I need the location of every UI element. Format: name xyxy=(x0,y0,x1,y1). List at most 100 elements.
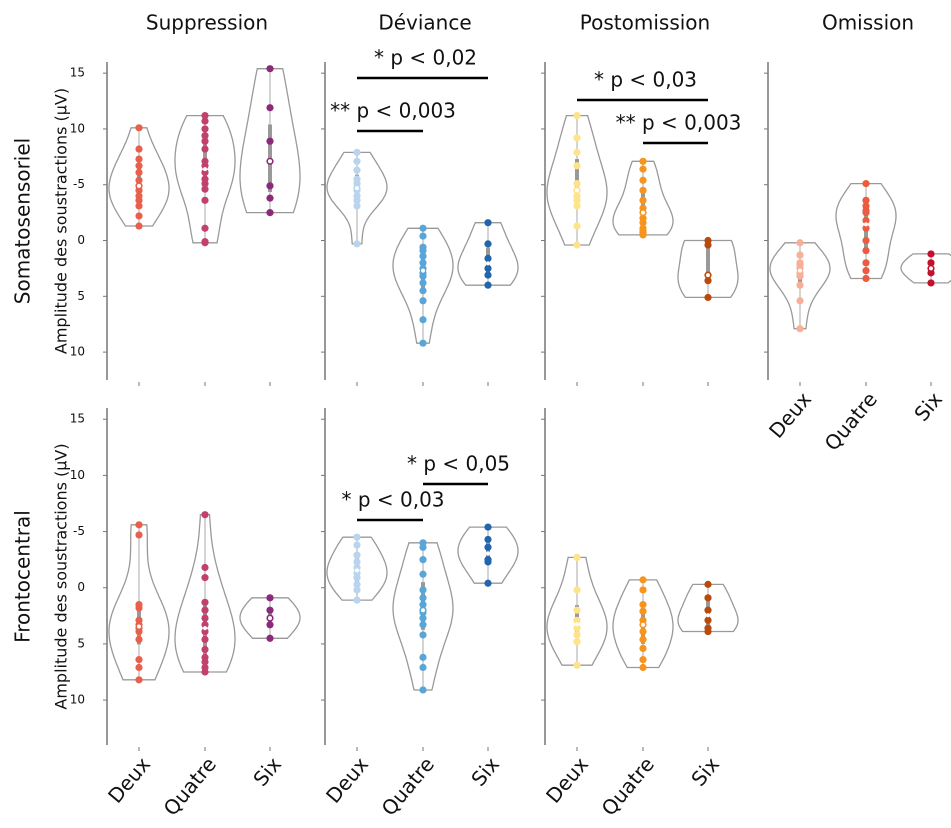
data-point xyxy=(201,137,209,145)
x-tick-label: Quatre xyxy=(159,752,221,820)
y-tick-label: -5 xyxy=(73,524,85,538)
data-point xyxy=(419,614,427,622)
data-point xyxy=(639,231,647,239)
data-point xyxy=(419,316,427,324)
median xyxy=(421,608,425,613)
data-point xyxy=(266,182,274,190)
violin xyxy=(612,160,674,236)
violin xyxy=(326,536,388,601)
data-point xyxy=(266,209,274,217)
significance-label: * p < 0,03 xyxy=(594,68,697,92)
median xyxy=(137,624,141,629)
data-point xyxy=(484,264,492,273)
data-point xyxy=(266,621,274,629)
data-point xyxy=(639,663,647,672)
data-point xyxy=(704,606,712,614)
data-point xyxy=(266,194,274,202)
data-point xyxy=(862,274,870,283)
violin xyxy=(239,68,301,214)
data-point xyxy=(862,224,870,232)
data-point xyxy=(639,644,647,652)
data-point xyxy=(573,586,581,594)
data-point xyxy=(135,168,143,177)
x-tick-label: Six xyxy=(909,387,947,426)
data-point xyxy=(484,558,492,566)
data-point xyxy=(201,196,209,204)
data-point xyxy=(353,574,361,582)
y-tick-label: 0 xyxy=(77,580,85,594)
column-title: Déviance xyxy=(378,11,471,35)
data-point xyxy=(573,624,581,632)
data-point xyxy=(796,325,804,333)
y-axis-label: Amplitude des soustractions (µV) xyxy=(52,443,71,709)
data-point xyxy=(201,598,209,606)
data-point xyxy=(573,162,581,170)
y-tick-label: -5 xyxy=(73,177,85,191)
x-tick-label: Deux xyxy=(103,752,155,808)
data-point xyxy=(135,176,143,184)
data-point xyxy=(135,145,143,153)
data-point xyxy=(796,239,804,247)
data-point xyxy=(573,222,581,230)
data-point xyxy=(484,281,492,289)
data-point xyxy=(419,631,427,639)
data-point xyxy=(353,533,361,541)
y-tick-label: 10 xyxy=(70,693,85,707)
median xyxy=(864,222,868,227)
data-point xyxy=(419,653,427,661)
violin xyxy=(546,114,608,246)
data-point xyxy=(201,185,209,193)
data-point xyxy=(135,604,143,612)
significance-label: * p < 0,05 xyxy=(407,452,510,476)
data-point xyxy=(135,531,143,539)
x-tick-label: Deux xyxy=(541,752,593,808)
data-point xyxy=(796,272,804,280)
data-point xyxy=(573,638,581,646)
data-point xyxy=(135,162,143,170)
significance-label: * p < 0,03 xyxy=(341,488,444,512)
violin xyxy=(612,579,674,669)
data-point xyxy=(862,216,870,225)
data-point xyxy=(484,535,492,544)
data-point xyxy=(353,541,361,549)
data-point xyxy=(796,297,804,305)
violin xyxy=(108,524,170,681)
data-point xyxy=(201,511,209,519)
data-point xyxy=(419,224,427,232)
row-label: Somatosensoriel xyxy=(11,138,35,304)
data-point xyxy=(419,663,427,672)
data-point xyxy=(201,621,209,629)
data-point xyxy=(353,166,361,174)
data-point xyxy=(796,281,804,289)
data-point xyxy=(201,168,209,177)
median xyxy=(575,622,579,627)
data-point xyxy=(639,635,647,644)
x-tick-label: Deux xyxy=(321,752,373,808)
data-point xyxy=(639,586,647,594)
data-point xyxy=(201,658,209,666)
data-point xyxy=(201,239,209,247)
data-point xyxy=(573,148,581,156)
y-tick-label: 5 xyxy=(77,636,85,650)
data-point xyxy=(135,186,143,194)
data-point xyxy=(639,607,647,615)
data-point xyxy=(704,580,712,588)
data-point xyxy=(639,165,647,173)
data-point xyxy=(419,621,427,629)
data-point xyxy=(484,579,492,587)
data-point xyxy=(353,196,361,204)
violin xyxy=(174,514,236,673)
x-tick-label: Six xyxy=(686,752,724,791)
data-point xyxy=(201,111,209,120)
median xyxy=(355,568,359,573)
violin xyxy=(457,222,519,286)
data-point xyxy=(419,339,427,347)
data-point xyxy=(201,224,209,232)
violin xyxy=(546,556,608,666)
violin xyxy=(326,151,388,245)
data-point xyxy=(573,616,581,624)
median xyxy=(137,183,141,188)
significance-label: * p < 0,02 xyxy=(374,46,477,70)
data-point xyxy=(266,634,274,642)
